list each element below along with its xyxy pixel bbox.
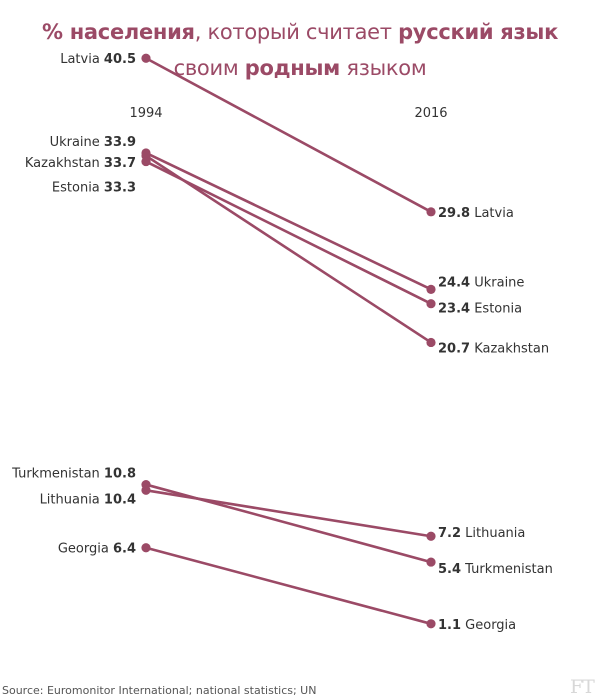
label-2016-latvia: 29.8 Latvia: [438, 206, 514, 221]
label-2016-turkmenistan: 5.4 Turkmenistan: [438, 562, 553, 577]
point-2016-estonia: [426, 299, 436, 309]
label-1994-kazakhstan: Kazakhstan 33.7: [25, 156, 136, 171]
label-1994-name-latvia: Latvia: [60, 52, 104, 67]
point-2016-latvia: [426, 207, 436, 217]
label-1994-value-ukraine: 33.9: [104, 135, 136, 150]
label-1994-estonia: Estonia 33.3: [52, 181, 136, 196]
label-1994-name-georgia: Georgia: [58, 542, 113, 557]
label-1994-lithuania: Lithuania 10.4: [40, 492, 136, 507]
label-2016-name-latvia: Latvia: [470, 206, 514, 221]
label-2016-value-ukraine: 24.4: [438, 275, 470, 290]
point-1994-georgia: [141, 543, 151, 553]
slope-line-ukraine: [144, 151, 433, 291]
point-1994-latvia: [141, 53, 151, 63]
title-text-3: языком: [340, 56, 427, 80]
label-1994-value-latvia: 40.5: [104, 52, 136, 67]
title-text-1: , который считает: [194, 20, 399, 44]
point-2016-georgia: [426, 619, 436, 629]
label-2016-value-kazakhstan: 20.7: [438, 341, 470, 356]
label-2016-georgia: 1.1 Georgia: [438, 618, 516, 633]
point-2016-ukraine: [426, 284, 436, 294]
label-2016-value-estonia: 23.4: [438, 302, 470, 317]
label-2016-estonia: 23.4 Estonia: [438, 302, 522, 317]
title-bold-1: % населения: [41, 20, 195, 44]
slope-line-latvia: [144, 56, 433, 214]
slope-line-georgia: [144, 546, 433, 626]
label-1994-name-ukraine: Ukraine: [50, 135, 104, 150]
label-1994-value-georgia: 6.4: [113, 542, 136, 557]
label-2016-name-estonia: Estonia: [470, 302, 522, 317]
label-2016-value-lithuania: 7.2: [438, 526, 461, 541]
label-2016-ukraine: 24.4 Ukraine: [438, 275, 524, 290]
label-2016-lithuania: 7.2 Lithuania: [438, 526, 525, 541]
label-2016-value-latvia: 29.8: [438, 206, 470, 221]
title-bold-2: русский язык: [398, 20, 559, 44]
slope-line-estonia: [144, 160, 433, 305]
label-1994-name-turkmenistan: Turkmenistan: [11, 467, 104, 482]
label-2016-name-turkmenistan: Turkmenistan: [461, 562, 553, 577]
title-text-2: своим: [173, 56, 245, 80]
point-1994-lithuania: [141, 485, 151, 495]
label-1994-name-estonia: Estonia: [52, 181, 104, 196]
label-2016-value-turkmenistan: 5.4: [438, 562, 461, 577]
label-2016-name-kazakhstan: Kazakhstan: [470, 341, 549, 356]
column-header-right: 2016: [414, 106, 447, 121]
label-1994-name-kazakhstan: Kazakhstan: [25, 156, 104, 171]
label-2016-kazakhstan: 20.7 Kazakhstan: [438, 341, 549, 356]
point-1994-estonia: [141, 156, 151, 167]
point-2016-lithuania: [426, 531, 436, 541]
label-1994-turkmenistan: Turkmenistan 10.8: [11, 467, 136, 482]
label-1994-ukraine: Ukraine 33.9: [50, 135, 136, 150]
label-1994-value-turkmenistan: 10.8: [104, 467, 136, 482]
title-line-2: своим родным языком: [0, 50, 600, 86]
label-1994-latvia: Latvia 40.5: [60, 52, 136, 67]
label-2016-value-georgia: 1.1: [438, 618, 461, 633]
point-2016-turkmenistan: [426, 557, 436, 567]
point-2016-kazakhstan: [426, 337, 436, 348]
slope-line-lithuania: [144, 489, 433, 538]
label-1994-value-lithuania: 10.4: [104, 492, 136, 507]
title-bold-3: родным: [244, 56, 341, 80]
source-note: Source: Euromonitor International; natio…: [2, 684, 317, 697]
label-2016-name-georgia: Georgia: [461, 618, 516, 633]
label-1994-name-lithuania: Lithuania: [40, 492, 104, 507]
ft-logo: FT: [570, 676, 595, 698]
label-1994-georgia: Georgia 6.4: [58, 542, 136, 557]
column-header-left: 1994: [129, 106, 162, 121]
slope-line-kazakhstan: [144, 154, 433, 344]
label-1994-value-kazakhstan: 33.7: [104, 156, 136, 171]
label-2016-name-ukraine: Ukraine: [470, 275, 524, 290]
label-1994-value-estonia: 33.3: [104, 181, 136, 196]
chart-title: % населения, который считает русский язы…: [0, 14, 600, 86]
title-line-1: % населения, который считает русский язы…: [0, 14, 600, 50]
label-2016-name-lithuania: Lithuania: [461, 526, 525, 541]
